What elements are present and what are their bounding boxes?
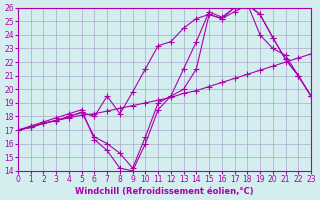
X-axis label: Windchill (Refroidissement éolien,°C): Windchill (Refroidissement éolien,°C) <box>75 187 254 196</box>
